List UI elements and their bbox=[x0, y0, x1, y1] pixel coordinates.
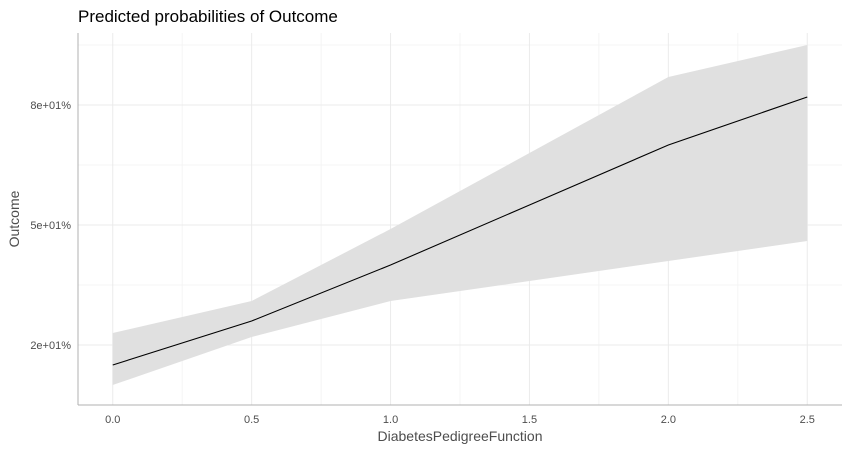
y-tick-label: 2e+01% bbox=[30, 340, 71, 352]
x-tick-label: 1.0 bbox=[383, 414, 398, 426]
confidence-band-layer bbox=[112, 45, 808, 385]
x-tick-label: 2.0 bbox=[661, 414, 676, 426]
y-tick-label: 8e+01% bbox=[30, 100, 71, 112]
prediction-line bbox=[112, 96, 808, 366]
x-tick-label: 1.5 bbox=[522, 414, 537, 426]
x-axis-title: DiabetesPedigreeFunction bbox=[378, 428, 543, 444]
x-tick-labels: 0.0 0.5 1.0 1.5 2.0 2.5 bbox=[105, 414, 815, 426]
y-tick-label: 5e+01% bbox=[30, 220, 71, 232]
x-tick-label: 0.0 bbox=[105, 414, 120, 426]
axes bbox=[77, 33, 842, 406]
confidence-band bbox=[112, 45, 808, 385]
x-tick-label: 0.5 bbox=[244, 414, 259, 426]
y-tick-labels: 2e+01% 5e+01% 8e+01% bbox=[30, 100, 71, 352]
y-axis-title: Outcome bbox=[6, 190, 22, 247]
prediction-line-layer bbox=[112, 96, 808, 366]
chart-title: Predicted probabilities of Outcome bbox=[78, 7, 338, 26]
x-tick-label: 2.5 bbox=[800, 414, 815, 426]
